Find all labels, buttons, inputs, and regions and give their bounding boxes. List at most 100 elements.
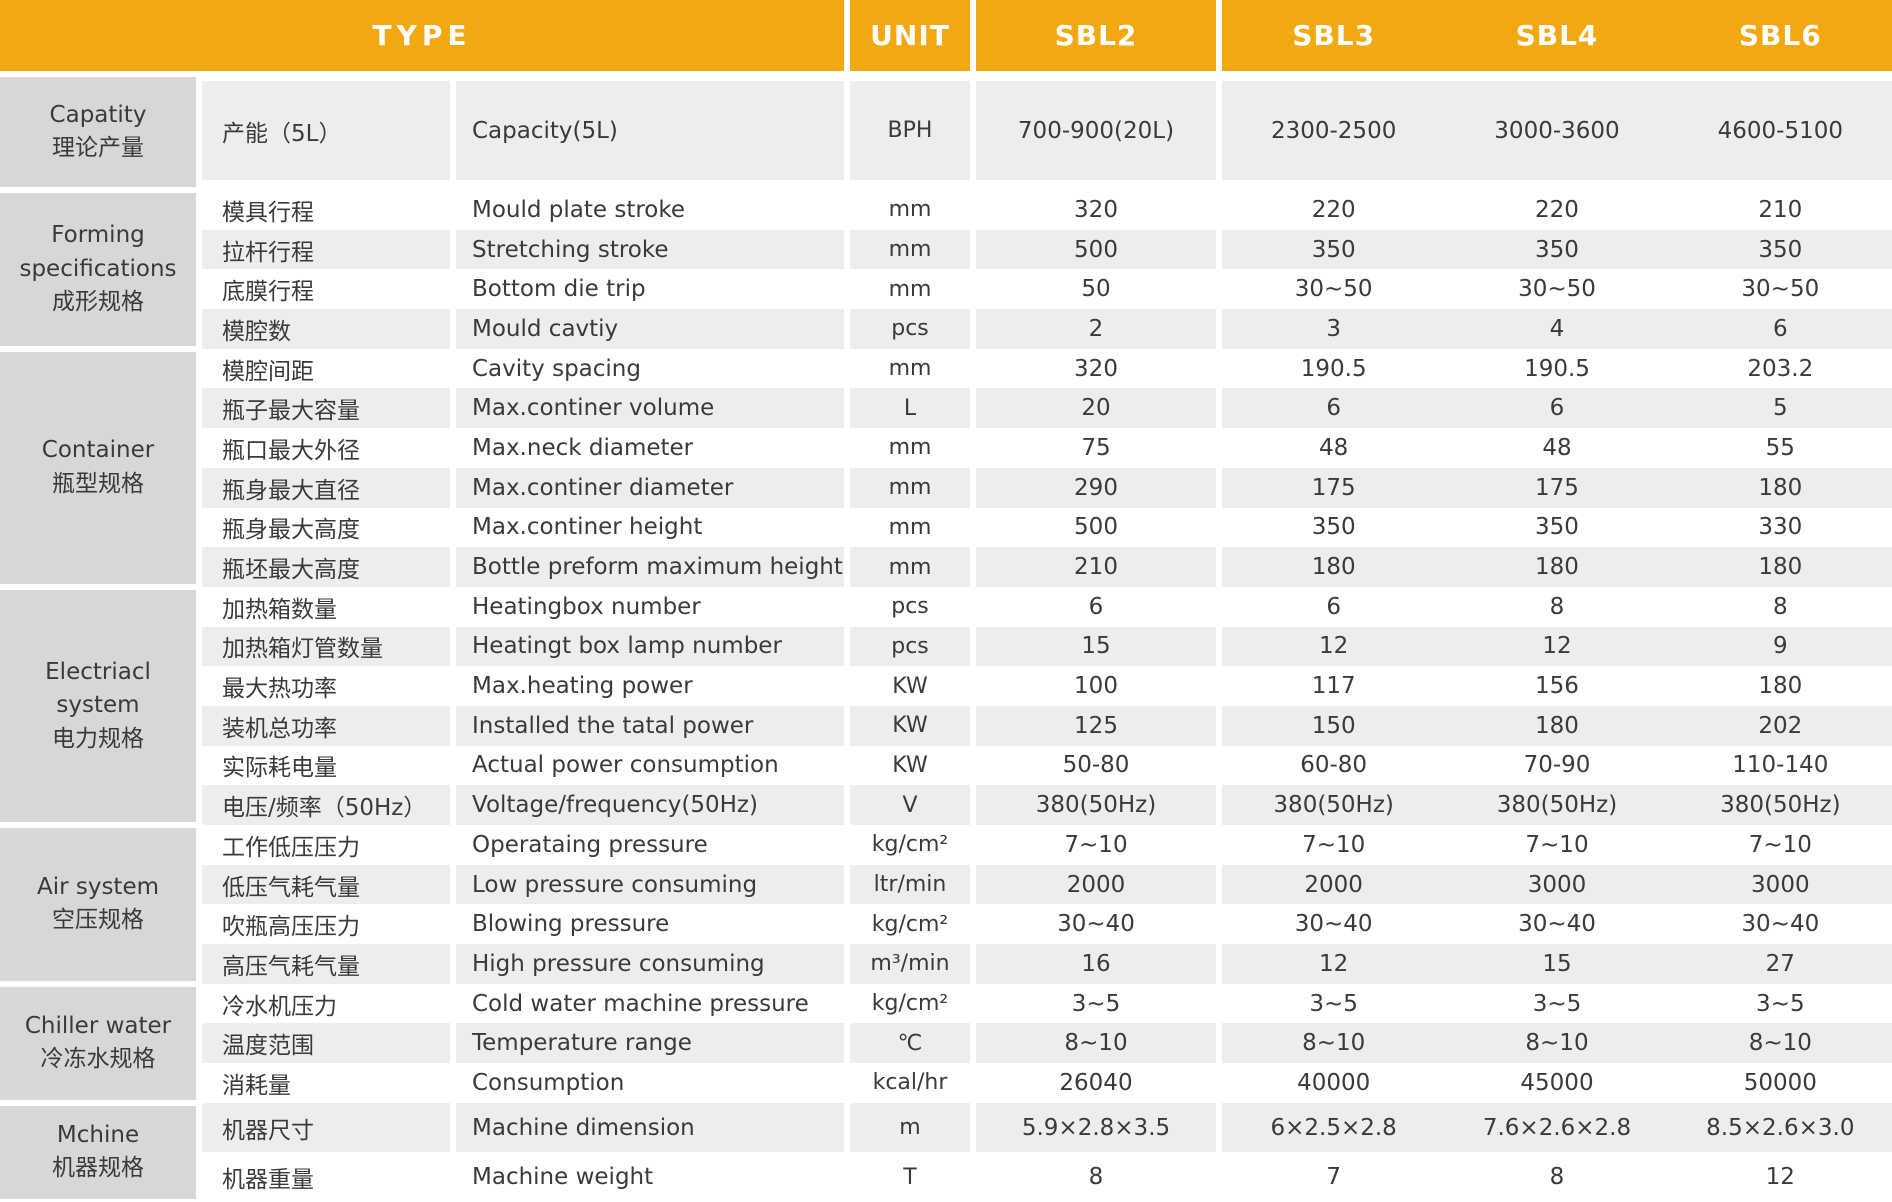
category-cell: Capatity 理论产量 xyxy=(0,77,196,187)
value-cell-sbl3: 40000 xyxy=(1297,1069,1371,1096)
unit-cell: L xyxy=(850,388,970,429)
unit-cell: KW xyxy=(892,673,928,699)
unit-cell: kg/cm² xyxy=(871,832,949,858)
value-cell-sbl2: 320 xyxy=(1074,355,1118,382)
value-cell-sbl6: 8 xyxy=(1773,593,1788,620)
value-cell-group: 48 48 55 xyxy=(1222,428,1892,468)
spec-name-en: Voltage/frequency(50Hz) xyxy=(456,785,844,825)
value-cell-sbl3: 30~50 xyxy=(1294,276,1373,303)
value-cell-group: 7~10 7~10 7~10 xyxy=(1222,825,1892,865)
value-cell-sbl3: 175 xyxy=(1311,474,1356,501)
value-cell-sbl2: 125 xyxy=(976,705,1216,746)
unit-cell: mm xyxy=(850,467,970,508)
value-cell-sbl3: 350 xyxy=(1311,236,1356,263)
spec-name-en: Machine dimension xyxy=(456,1102,844,1153)
value-cell-sbl2: 16 xyxy=(976,944,1216,984)
value-cell-sbl6: 180 xyxy=(1758,673,1803,700)
value-cell-group: 12 15 27 xyxy=(1222,944,1892,984)
spec-name-cn: 拉杆行程 xyxy=(202,229,450,270)
spec-name-cn: 加热箱灯管数量 xyxy=(202,626,450,667)
spec-name-en: Low pressure consuming xyxy=(456,864,844,905)
value-cell-sbl4: 190.5 xyxy=(1524,355,1590,382)
value-cell-sbl6: 55 xyxy=(1765,434,1795,461)
value-cell-sbl4: 8 xyxy=(1549,1164,1565,1191)
unit-cell: mm xyxy=(888,514,932,540)
spec-row: 瓶身最大直径 Max.continer diameter mm 290 175 175 18… xyxy=(202,467,1892,508)
spec-name-cn: 模腔间距 xyxy=(222,358,314,385)
value-cell-sbl6: 27 xyxy=(1765,950,1795,977)
value-cell-group: 6 8 8 xyxy=(1222,587,1892,627)
unit-cell: BPH xyxy=(850,74,970,190)
unit-cell: ltr/min xyxy=(850,864,970,905)
spec-group: Chiller water 冷冻水规格 冷水机压力 Cold water machin… xyxy=(0,984,1892,1103)
value-cell-sbl3: 180 xyxy=(1311,554,1356,581)
spec-name-en: Max.continer diameter xyxy=(456,467,844,508)
unit-cell: mm xyxy=(888,276,932,302)
group-rows: 冷水机压力 Cold water machine pressure kg/cm² 3~… xyxy=(202,984,1892,1103)
spec-name-en: Capacity(5L) xyxy=(456,74,844,190)
spec-name-en: Temperature range xyxy=(456,1023,844,1064)
category-label-line: Forming xyxy=(51,222,145,249)
category-cell: Mchine 机器规格 xyxy=(0,1105,196,1199)
spec-name-en: Heatingt box lamp number xyxy=(456,626,844,667)
value-cell-sbl6: 30~40 xyxy=(1741,911,1820,938)
spec-name-cn: 瓶子最大容量 xyxy=(202,388,450,429)
unit-cell: kg/cm² xyxy=(871,911,949,937)
spec-name-cn: 实际耗电量 xyxy=(222,755,337,782)
spec-name-cn: 模具行程 xyxy=(222,199,314,226)
header-model-sbl2: SBL2 xyxy=(976,0,1216,71)
unit-cell: m³/min xyxy=(850,944,970,984)
spec-name-en: High pressure consuming xyxy=(456,944,844,984)
value-cell-group: 350 350 350 xyxy=(1222,229,1892,270)
value-cell-sbl2: 8~10 xyxy=(976,1023,1216,1064)
unit-cell: pcs xyxy=(891,594,929,620)
spec-name-cn: 冷水机压力 xyxy=(222,993,337,1020)
value-cell-sbl3: 6 xyxy=(1326,395,1341,422)
value-cell-group: 220 220 210 xyxy=(1222,190,1892,230)
value-cell-group: 12 12 9 xyxy=(1222,626,1892,667)
value-cell-group: 2300-2500 3000-3600 4600-5100 xyxy=(1222,74,1892,190)
spec-row: 消耗量 Consumption kcal/hr 26040 40000 45000 5000… xyxy=(202,1063,1892,1103)
group-rows: 模腔间距 Cavity spacing mm 320 190.5 190.5 203.2 瓶子… xyxy=(202,349,1892,587)
category-label-line: 成形规格 xyxy=(52,289,144,316)
unit-cell: mm xyxy=(888,356,932,382)
value-cell-group: 380(50Hz) 380(50Hz) 380(50Hz) xyxy=(1222,785,1892,825)
spec-name-cn: 机器重量 xyxy=(222,1167,314,1194)
value-cell-sbl2: 7~10 xyxy=(1064,831,1128,858)
value-cell-group: 30~40 30~40 30~40 xyxy=(1222,904,1892,944)
spec-group: Mchine 机器规格 机器尺寸 Machine dimension m 5.9×2.8×… xyxy=(0,1102,1892,1202)
spec-name-en: Mould plate stroke xyxy=(472,196,686,223)
spec-row: 电压/频率（50Hz） Voltage/frequency(50Hz) V 380(5… xyxy=(202,785,1892,825)
value-cell-sbl6: 30~50 xyxy=(1741,276,1820,303)
group-rows: 机器尺寸 Machine dimension m 5.9×2.8×3.5 6×2.5×2… xyxy=(202,1102,1892,1202)
spec-row: 产能（5L） Capacity(5L) BPH 700-900(20L) 2300-25… xyxy=(202,74,1892,190)
spec-name-en: Bottle preform maximum height xyxy=(456,547,844,587)
unit-cell: mm xyxy=(850,229,970,270)
value-cell-group: 180 180 180 xyxy=(1222,547,1892,587)
group-rows: 产能（5L） Capacity(5L) BPH 700-900(20L) 2300-25… xyxy=(202,74,1892,190)
value-cell-sbl4: 48 xyxy=(1542,434,1572,461)
spec-row: 拉杆行程 Stretching stroke mm 500 350 350 350 xyxy=(202,229,1892,270)
value-cell-sbl3: 12 xyxy=(1319,950,1349,977)
value-cell-sbl4: 4 xyxy=(1549,315,1565,342)
value-cell-sbl4: 30~40 xyxy=(1518,911,1596,938)
category-label-line: 理论产量 xyxy=(52,135,144,161)
spec-name-cn: 装机总功率 xyxy=(202,705,450,746)
value-cell-sbl2: 380(50Hz) xyxy=(976,785,1216,825)
table-header-row: TYPE UNIT SBL2 SBL3 SBL4 SBL6 xyxy=(0,0,1892,71)
value-cell-sbl6: 9 xyxy=(1773,633,1788,660)
value-cell-sbl3: 12 xyxy=(1319,633,1349,660)
unit-cell: kg/cm² xyxy=(871,991,949,1017)
unit-cell: V xyxy=(850,785,970,825)
category-cell: Electriacl system 电力规格 xyxy=(0,589,196,822)
value-cell-sbl3: 220 xyxy=(1311,196,1356,223)
category-label-line: 机器规格 xyxy=(52,1155,144,1182)
value-cell-sbl6: 8.5×2.6×3.0 xyxy=(1706,1114,1855,1141)
spec-row: 模腔数 Mould cavtiy pcs 2 3 4 6 xyxy=(202,309,1892,349)
spec-row: 装机总功率 Installed the tatal power KW 125 150 18… xyxy=(202,705,1892,746)
value-cell-sbl4: 3000-3600 xyxy=(1494,117,1620,144)
value-cell-group: 6 6 5 xyxy=(1222,388,1892,429)
category-label-line: Chiller water xyxy=(24,1012,172,1039)
value-cell-sbl2: 3~5 xyxy=(1071,990,1121,1017)
spec-row: 吹瓶高压压力 Blowing pressure kg/cm² 30~40 30~40 30… xyxy=(202,904,1892,944)
